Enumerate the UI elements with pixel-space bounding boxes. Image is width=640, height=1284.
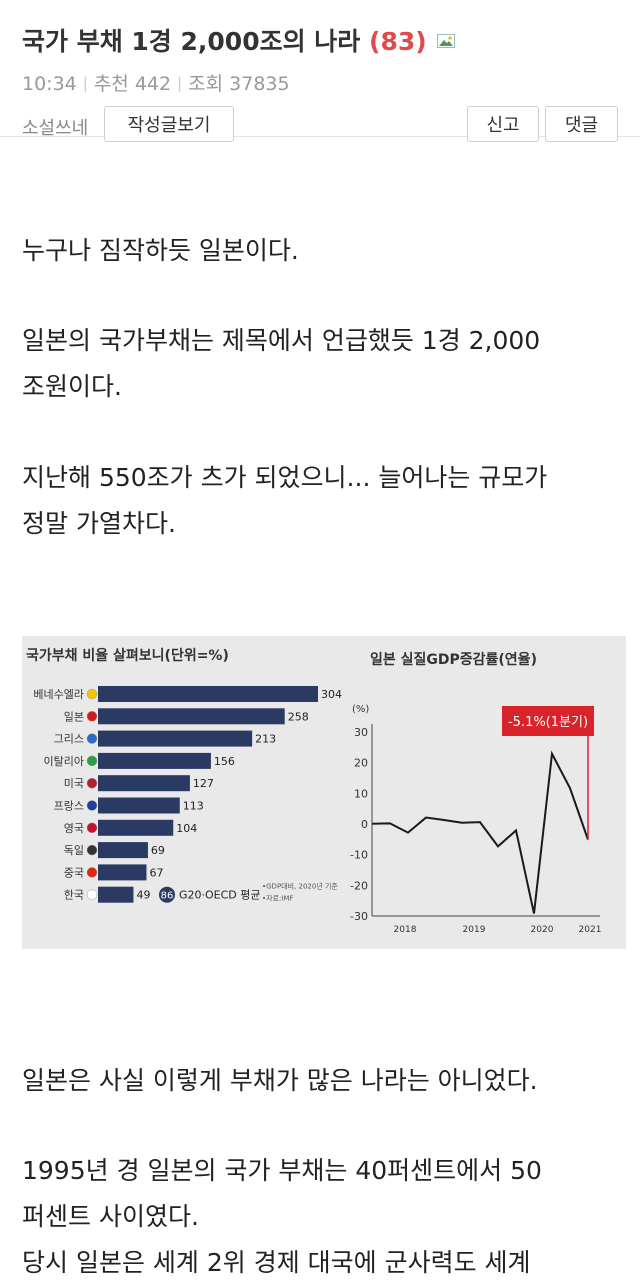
- bar: [98, 775, 190, 792]
- recommend-count: 추천 442: [93, 73, 172, 95]
- flag-icon: [86, 711, 98, 722]
- post-title: 국가 부채 1경 2,000조의 나라 (83): [22, 26, 618, 58]
- chart-title: 일본 실질GDP증감률(연율): [370, 651, 537, 668]
- bar-category-label: 중국: [64, 866, 84, 879]
- y-tick-label: -20: [350, 879, 368, 892]
- chart-note: •GDP대비, 2020년 기준: [262, 882, 338, 891]
- x-tick-label: 2021: [579, 925, 602, 935]
- flag-icon: [86, 822, 98, 834]
- charts-svg: 국가부채 비율 살펴보니(단위=%) 베네수엘라 304 일본 258 그리스 213 이탈리…: [26, 647, 601, 935]
- y-tick-label: 30: [354, 726, 368, 739]
- author-row: 소설쓰네 작성글보기 신고 댓글: [22, 106, 618, 146]
- post-header: 국가 부채 1경 2,000조의 나라 (83) 10:34 | 추천 442 | 조회…: [0, 0, 640, 142]
- series-line: [371, 750, 589, 914]
- y-tick-label: -10: [350, 849, 368, 862]
- report-button[interactable]: 신고: [467, 106, 539, 142]
- flag-icon: [86, 688, 98, 700]
- x-tick-label: 2020: [531, 925, 554, 935]
- bar-value-label: 104: [176, 822, 197, 835]
- flag-icon: [86, 777, 98, 789]
- flag-icon: [86, 755, 98, 767]
- embedded-chart-image: 국가부채 비율 살펴보니(단위=%) 베네수엘라 304 일본 258 그리스 213 이탈리…: [22, 636, 626, 949]
- bar-value-label: 213: [255, 733, 276, 746]
- annotation-box: [502, 706, 594, 736]
- bar-category-label: 영국: [64, 822, 84, 835]
- post-time: 10:34: [22, 73, 77, 95]
- y-axis-label: (%): [352, 704, 369, 715]
- bar: [98, 842, 148, 859]
- flag-icon: [86, 867, 98, 878]
- reference-badge: [159, 886, 175, 903]
- paragraph: 퍼센트 사이였다.: [22, 1202, 199, 1231]
- meta-divider: |: [82, 74, 88, 92]
- annotation-label: -5.1%(1분기): [508, 715, 588, 730]
- bar-category-label: 이탈리아: [44, 755, 84, 768]
- paragraph: 1995년 경 일본의 국가 부채는 40퍼센트에서 50: [22, 1156, 542, 1185]
- paragraph: 일본은 사실 이렇게 부채가 많은 나라는 아니었다.: [22, 1066, 538, 1095]
- gdp-growth-line-chart: 일본 실질GDP증감률(연율) (%) 30 20 10 0 -10 -20 -30 2018 20…: [350, 651, 601, 935]
- bar: [98, 819, 174, 836]
- bar-category-label: 프랑스: [54, 800, 84, 813]
- view-count: 조회 37835: [188, 73, 290, 95]
- bar-value-label: 304: [321, 688, 342, 701]
- bar-category-label: 그리스: [54, 733, 84, 746]
- bar: [98, 708, 285, 725]
- reference-label: G20·OECD 평균: [179, 889, 261, 902]
- bar-category-label: 한국: [64, 889, 84, 902]
- debt-ratio-bar-chart: 국가부채 비율 살펴보니(단위=%) 베네수엘라 304 일본 258 그리스 213 이탈리…: [26, 647, 342, 903]
- flag-icon: [86, 800, 98, 811]
- paragraph: 당시 일본은 세계 2위 경제 대국에 군사력도 세계: [22, 1248, 531, 1277]
- bar: [98, 886, 134, 903]
- bar: [98, 752, 211, 769]
- bar-value-label: 113: [183, 800, 204, 813]
- bar: [98, 864, 147, 881]
- y-tick-label: 0: [361, 818, 368, 831]
- bar: [98, 686, 318, 702]
- bar-value-label: 67: [149, 866, 163, 879]
- flag-icon: [86, 733, 98, 744]
- post-title-text: 국가 부채 1경 2,000조의 나라: [22, 27, 361, 56]
- reference-value: 86: [161, 891, 174, 902]
- y-tick-label: -30: [350, 910, 368, 923]
- bar-value-label: 69: [151, 844, 165, 857]
- meta-divider: |: [177, 74, 183, 92]
- chart-note: •자료:IMF: [262, 894, 294, 903]
- x-tick-label: 2019: [463, 925, 486, 935]
- bar-value-label: 127: [193, 777, 214, 790]
- flag-icon: [86, 889, 98, 900]
- paragraph: 지난해 550조가 츠가 되었으니... 늘어나는 규모가: [22, 463, 548, 492]
- chart-title: 국가부채 비율 살펴보니(단위=%): [26, 647, 229, 664]
- view-posts-button[interactable]: 작성글보기: [104, 106, 234, 142]
- bar: [98, 730, 253, 747]
- author-name[interactable]: 소설쓰네: [22, 118, 89, 139]
- image-attachment-icon: [437, 34, 456, 48]
- flag-icon: [86, 844, 98, 856]
- comment-count[interactable]: (83): [369, 27, 427, 56]
- bar-category-label: 일본: [64, 709, 84, 723]
- paragraph: 정말 가열차다.: [22, 509, 176, 538]
- y-tick-label: 20: [354, 757, 368, 770]
- paragraph: 조원이다.: [22, 372, 122, 401]
- paragraph: 누구나 짐작하듯 일본이다.: [22, 236, 299, 265]
- paragraph: 일본의 국가부채는 제목에서 언급했듯 1경 2,000: [22, 326, 541, 355]
- bar-category-label: 독일: [64, 843, 84, 857]
- comment-button[interactable]: 댓글: [545, 106, 618, 142]
- post-meta: 10:34 | 추천 442 | 조회 37835: [22, 70, 618, 97]
- bar-value-label: 49: [136, 889, 150, 902]
- bar: [98, 797, 180, 814]
- bar-value-label: 258: [288, 710, 309, 723]
- y-tick-label: 10: [354, 787, 368, 800]
- x-tick-label: 2018: [394, 925, 417, 935]
- bar-value-label: 156: [214, 755, 235, 768]
- bar-category-label: 미국: [64, 777, 84, 790]
- bar-category-label: 베네수엘라: [33, 688, 84, 701]
